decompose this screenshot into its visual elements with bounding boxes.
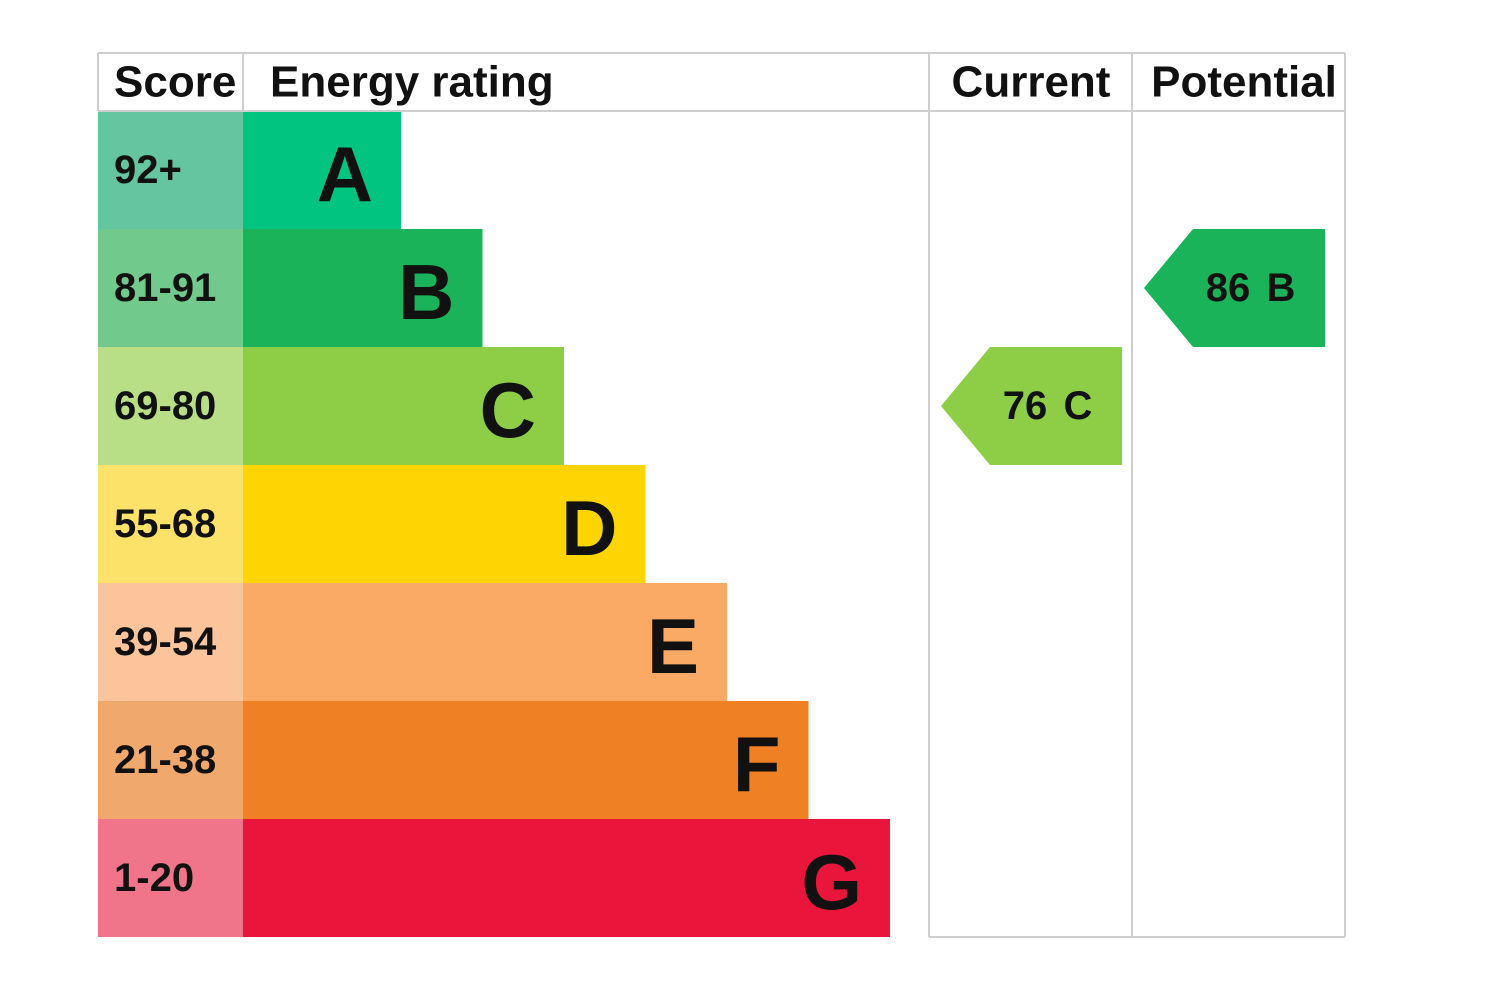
potential-arrow (1144, 229, 1325, 347)
score-label: 55-68 (114, 502, 216, 546)
rating-bar (243, 465, 646, 583)
band-letter: G (801, 838, 862, 926)
score-label: 39-54 (114, 620, 217, 664)
current-arrow (941, 347, 1122, 465)
score-label: 92+ (114, 148, 182, 192)
score-cell (98, 111, 243, 229)
score-header: Score (114, 58, 236, 107)
band-letter: A (317, 130, 373, 218)
potential-value: 86 (1206, 266, 1251, 310)
band-letter: B (398, 248, 454, 336)
score-cell (98, 701, 243, 819)
score-cell (98, 819, 243, 937)
rating-bar (243, 347, 564, 465)
score-label: 21-38 (114, 738, 216, 782)
rating-bar (243, 111, 401, 229)
band-letter: E (647, 602, 699, 690)
score-label: 69-80 (114, 384, 216, 428)
rating-bar (243, 583, 727, 701)
current-value: 76 (1003, 384, 1048, 428)
band-letter: D (561, 484, 617, 572)
band-letter: F (733, 720, 781, 808)
band-letter: C (480, 366, 536, 454)
current-header: Current (952, 58, 1111, 107)
rating-bar (243, 701, 809, 819)
score-cell (98, 347, 243, 465)
potential-header: Potential (1151, 58, 1337, 107)
score-label: 1-20 (114, 856, 194, 900)
current-band: C (1064, 384, 1093, 428)
score-cell (98, 229, 243, 347)
score-cell (98, 583, 243, 701)
potential-band: B (1267, 266, 1296, 310)
rating-header: Energy rating (270, 58, 554, 107)
score-cell (98, 465, 243, 583)
rating-bar (243, 229, 483, 347)
score-label: 81-91 (114, 266, 216, 310)
rating-bar (243, 819, 890, 937)
